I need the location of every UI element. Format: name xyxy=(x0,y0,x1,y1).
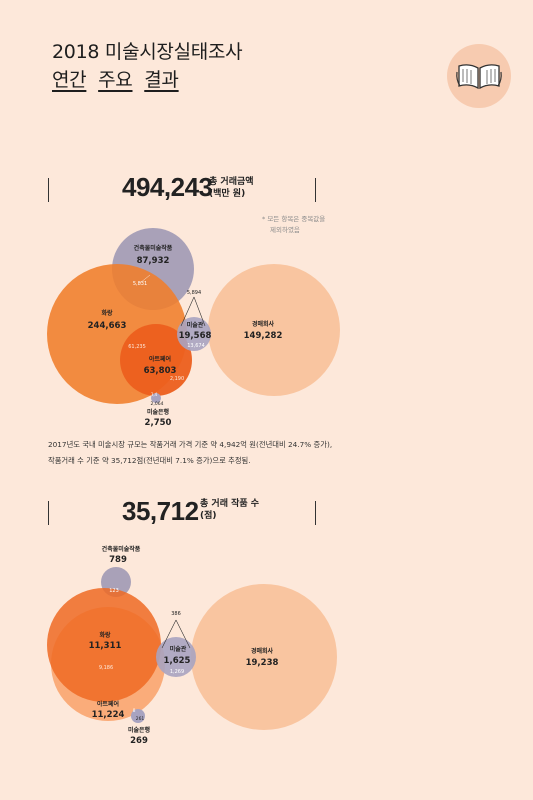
construction-value: 87,932 xyxy=(137,256,170,266)
construction-name: 건축물미술작품 xyxy=(102,545,141,553)
book-badge xyxy=(447,44,511,108)
overlap-value: 386 xyxy=(171,611,181,617)
gallery-value: 244,663 xyxy=(88,321,127,331)
museum-name: 미술관 xyxy=(170,645,187,653)
title-line1: 2018 미술시장실태조사 xyxy=(52,41,243,63)
leader-line xyxy=(180,296,206,327)
auction-value: 19,238 xyxy=(246,658,279,668)
gallery-value: 11,311 xyxy=(89,641,122,651)
bank-value: 269 xyxy=(130,736,148,746)
summary-line1: 2017년도 국내 미술시장 규모는 작품거래 가격 기준 약 4,942억 원… xyxy=(48,440,333,449)
overlap-value: 123 xyxy=(109,588,119,594)
summary-text: 2017년도 국내 미술시장 규모는 작품거래 가격 기준 약 4,942억 원… xyxy=(48,437,498,469)
overlap-value: 261 xyxy=(136,716,145,722)
gallery-name: 화랑 xyxy=(99,631,111,639)
total-count-value: 35,712 xyxy=(122,496,199,526)
overlap-value: 5,831 xyxy=(133,281,147,287)
museum-value: 19,568 xyxy=(179,331,212,341)
total-amount-label-line2: (백만 원) xyxy=(209,189,246,199)
page-title: 2018 미술시장실태조사 연간 주요 결과 xyxy=(52,38,243,94)
museum-circle xyxy=(177,317,211,351)
note-line2: 제외하였음 xyxy=(270,226,300,234)
auction-name: 경매회사 xyxy=(251,647,274,655)
total-count-label: 총 거래 작품 수 (점) xyxy=(200,498,259,522)
auction-value: 149,282 xyxy=(244,331,283,341)
artfair-value: 63,803 xyxy=(144,366,177,376)
divider xyxy=(315,178,316,202)
artfair-circle xyxy=(120,324,192,396)
bank-circle xyxy=(131,709,145,723)
museum-circle xyxy=(156,637,196,677)
overlap-value: 2,190 xyxy=(170,376,184,382)
artfair-name: 아트페어 xyxy=(97,700,119,708)
divider xyxy=(48,501,49,525)
title-word: 주요 xyxy=(98,69,133,91)
total-count-label-line1: 총 거래 작품 수 xyxy=(200,499,260,509)
title-word: 연간 xyxy=(52,69,87,91)
overlap-value: 8 xyxy=(133,708,136,714)
auction-name: 경매회사 xyxy=(252,320,275,328)
overlap-value: 3,4 xyxy=(151,392,158,397)
bank-name: 미술은행 xyxy=(147,408,170,416)
leader-line xyxy=(139,274,151,284)
title-word: 결과 xyxy=(144,69,179,91)
total-amount-label: 총 거래금액 (백만 원) xyxy=(209,176,254,200)
construction-name: 건축물미술작품 xyxy=(134,244,173,252)
bank-name: 미술은행 xyxy=(128,726,151,734)
leader-line xyxy=(161,619,191,649)
overlap-value: 1,269 xyxy=(170,669,184,675)
total-count-label-line2: (점) xyxy=(200,511,217,521)
divider xyxy=(48,178,49,202)
total-amount-value: 494,243 xyxy=(122,172,213,202)
museum-name: 미술관 xyxy=(187,321,204,329)
artfair-name: 아트페어 xyxy=(149,355,171,363)
divider xyxy=(315,501,316,525)
overlap-value: 5,894 xyxy=(187,290,201,296)
duplicate-note: * 모든 항목은 중복값을 제외하였음 xyxy=(262,214,325,236)
auction-circle xyxy=(191,584,337,730)
overlap-value: 9,186 xyxy=(99,665,113,671)
construction-value: 789 xyxy=(109,555,127,565)
total-amount-label-line1: 총 거래금액 xyxy=(209,177,254,187)
overlap-value: 13,674 xyxy=(187,343,205,349)
overlap-value: 61,235 xyxy=(128,344,146,350)
artfair-value: 11,224 xyxy=(92,710,125,720)
summary-line2: 작품거래 수 기준 약 35,712점(전년대비 7.1% 증가)으로 추정됨. xyxy=(48,456,251,465)
bank-circle xyxy=(151,393,161,403)
bank-value: 2,750 xyxy=(145,418,172,428)
overlap-value: 2,064 xyxy=(151,401,164,407)
museum-value: 1,625 xyxy=(164,656,191,666)
title-line2: 연간 주요 결과 xyxy=(52,66,242,94)
auction-circle xyxy=(208,264,340,396)
note-line1: * 모든 항목은 중복값을 xyxy=(262,215,326,223)
gallery-name: 화랑 xyxy=(101,309,113,317)
gallery-circle xyxy=(47,588,161,702)
book-icon xyxy=(456,64,502,90)
